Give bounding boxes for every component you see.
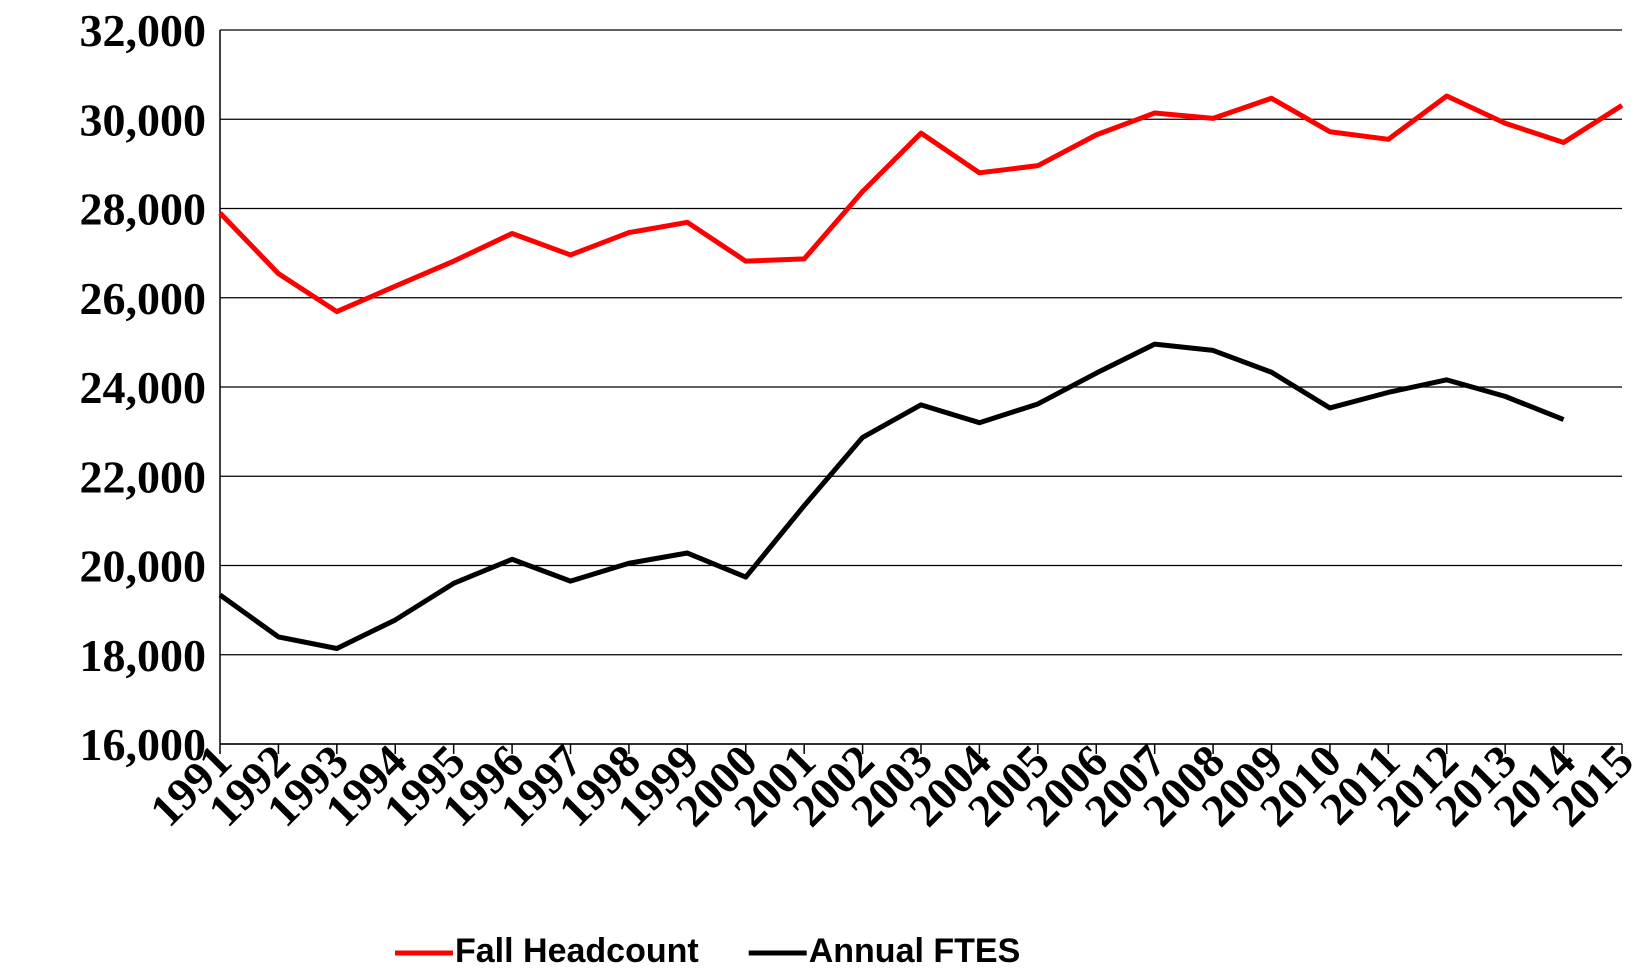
series-line: [218, 341, 1565, 652]
y-tick-label: 22,000: [80, 451, 207, 502]
y-tick-label: 28,000: [80, 184, 207, 235]
legend-label: Annual FTES: [809, 932, 1021, 969]
y-tick-label: 20,000: [80, 541, 207, 592]
y-tick-label: 32,000: [80, 5, 207, 56]
y-tick-label: 26,000: [80, 273, 207, 324]
series-line: [218, 93, 1624, 315]
y-tick-label: 30,000: [80, 94, 207, 145]
legend-label: Fall Headcount: [455, 932, 699, 969]
y-tick-label: 16,000: [80, 719, 207, 770]
y-tick-label: 18,000: [80, 630, 207, 681]
y-tick-label: 24,000: [80, 362, 207, 413]
